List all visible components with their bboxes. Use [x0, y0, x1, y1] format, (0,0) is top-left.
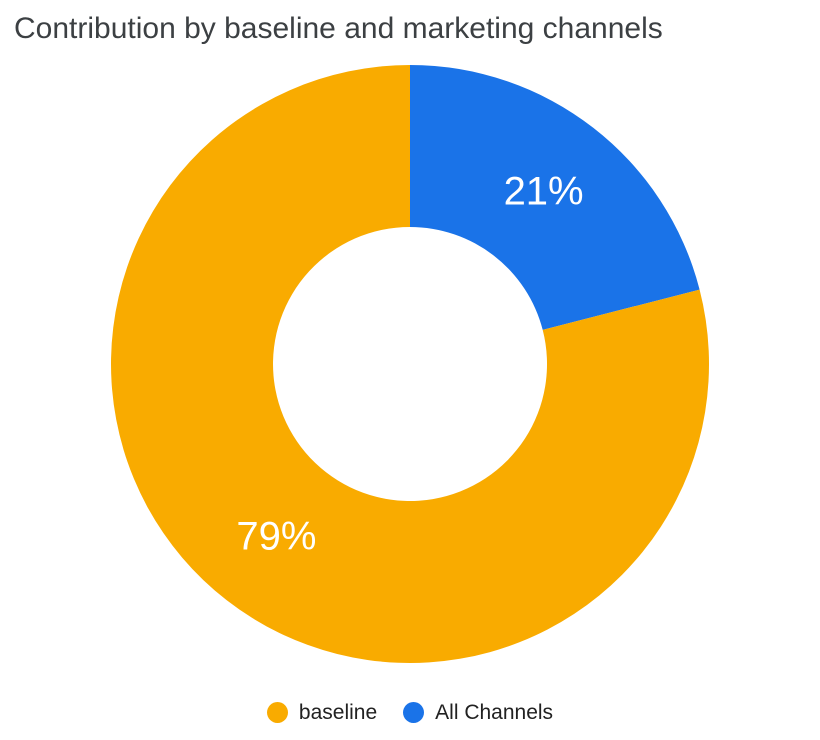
baseline-swatch-icon [266, 702, 288, 723]
legend-item-all-channels[interactable]: All Channels [403, 700, 553, 725]
pie-slice-all-channels[interactable] [410, 65, 700, 330]
pie-slice-value-all-channels: 21% [504, 170, 584, 214]
chart-legend: baseline All Channels [0, 700, 820, 725]
all-channels-swatch-icon [403, 702, 425, 723]
chart-title: Contribution by baseline and marketing c… [14, 12, 663, 45]
pie-slice-value-baseline: 79% [236, 514, 316, 558]
pie-slice-baseline[interactable] [111, 65, 710, 663]
legend-item-baseline[interactable]: baseline [266, 700, 378, 725]
legend-label-baseline: baseline [298, 701, 378, 724]
legend-label-all-channels: All Channels [435, 701, 554, 724]
